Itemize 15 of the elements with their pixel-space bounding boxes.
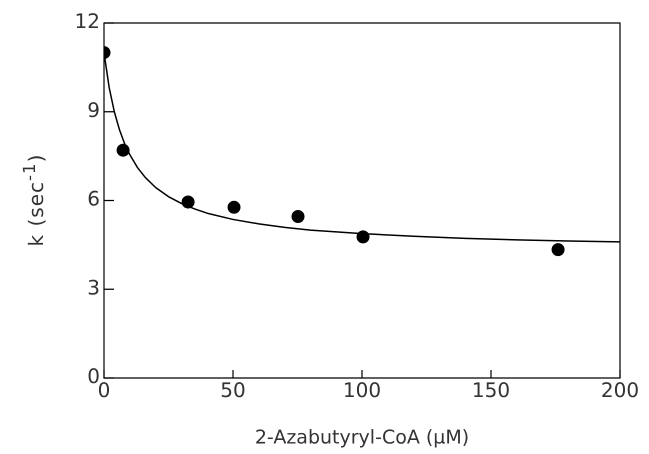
y-tick-label: 3 [87, 275, 100, 300]
point [356, 230, 370, 244]
point [182, 195, 195, 208]
y-tick-label: 6 [87, 186, 100, 211]
y-tick-label: 12 [74, 9, 100, 34]
point [552, 243, 565, 256]
x-tick-label: 150 [472, 378, 510, 402]
x-axis-title: 2-Azabutyryl-CoA (µM) [254, 426, 470, 449]
x-tick-label: 100 [342, 378, 382, 402]
point [292, 210, 305, 223]
y-tick-label: 9 [87, 98, 100, 122]
x-tick-label: 50 [220, 378, 246, 402]
point [228, 200, 241, 214]
point [116, 144, 130, 157]
x-tick-label: 200 [600, 378, 640, 402]
